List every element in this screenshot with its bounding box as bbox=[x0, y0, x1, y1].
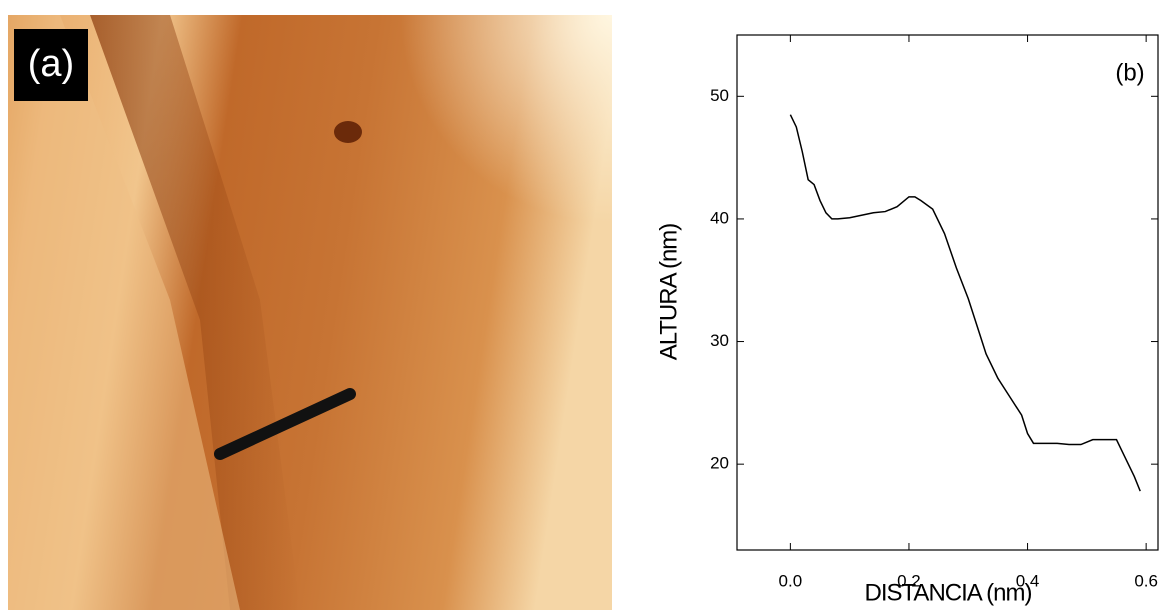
y-axis-title: ALTURA (nm) bbox=[655, 224, 682, 361]
x-tick-label: 0.2 bbox=[897, 571, 921, 590]
afm-image: (a) bbox=[8, 15, 612, 610]
x-tick-label: 0.6 bbox=[1134, 571, 1158, 590]
label-box bbox=[14, 29, 88, 101]
particle bbox=[334, 121, 362, 143]
profile-chart: (b) DISTANCIA (nm) ALTURA (nm) 0.0 0.2 0.4… bbox=[655, 34, 1159, 606]
y-tick-label: 20 bbox=[710, 454, 729, 473]
y-tick-label: 30 bbox=[710, 331, 729, 350]
panel-label: (a) bbox=[28, 43, 74, 85]
profile-line bbox=[214, 388, 356, 460]
bright-corner bbox=[8, 15, 612, 610]
x-axis-title: DISTANCIA (nm) bbox=[865, 579, 1032, 606]
profile-line bbox=[789, 114, 1141, 492]
x-tick-label: 0.0 bbox=[779, 571, 803, 590]
y-tick-label: 40 bbox=[710, 208, 729, 227]
plot-frame bbox=[736, 34, 1159, 551]
y-tick-label: 50 bbox=[710, 86, 729, 105]
x-tick-label: 0.4 bbox=[1016, 571, 1040, 590]
panel-label: (b) bbox=[1115, 59, 1144, 86]
